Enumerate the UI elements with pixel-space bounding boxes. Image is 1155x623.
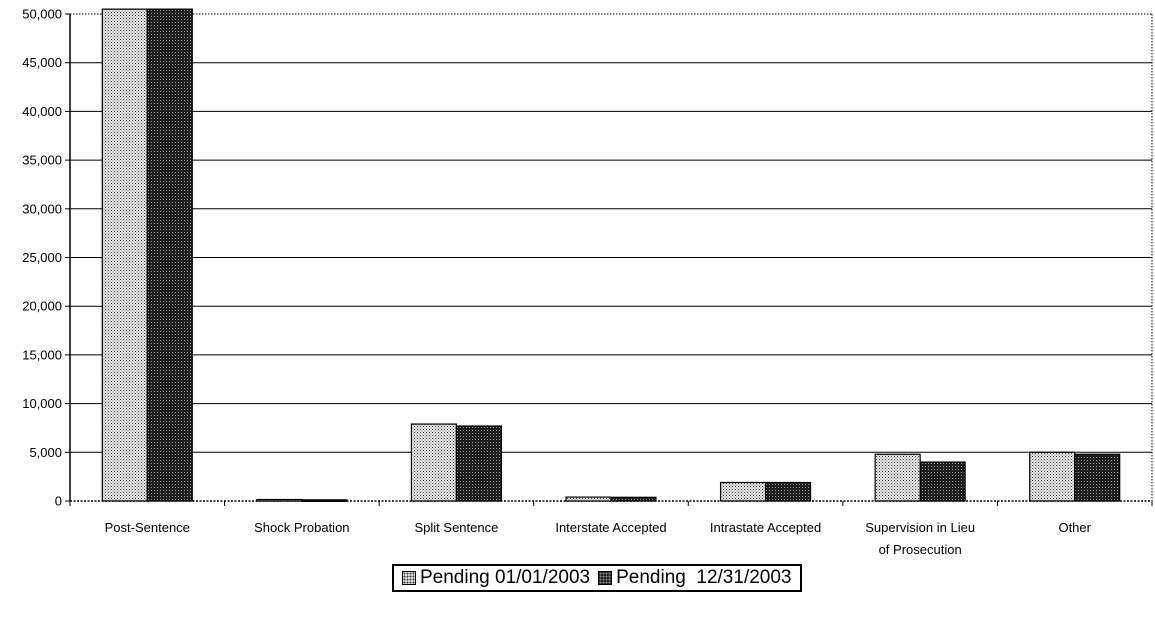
- legend-item-series-2: Pending 12/31/2003: [598, 567, 792, 589]
- legend-label-series-1: Pending 01/01/2003: [420, 567, 591, 588]
- y-tick-label: 45,000: [22, 55, 62, 70]
- bar-series-2: [146, 8, 193, 502]
- x-tick-label: Split Sentence: [415, 520, 499, 535]
- bar-series-2: [764, 481, 812, 502]
- bar-series-1: [410, 423, 458, 502]
- bar-series-2: [610, 496, 657, 502]
- bar-series-1: [874, 453, 921, 502]
- bar-series-2: [1074, 453, 1121, 502]
- y-tick-label: 40,000: [22, 104, 62, 119]
- bar-series-2: [455, 425, 503, 502]
- y-tick-label: 10,000: [22, 396, 62, 411]
- bar-series-2: [301, 499, 348, 502]
- x-tick-label: Intrastate Accepted: [710, 520, 821, 535]
- bar-series-1: [719, 481, 767, 502]
- legend-label-series-2: Pending 12/31/2003: [616, 567, 792, 588]
- y-tick-label: 30,000: [22, 201, 62, 216]
- x-tick-label: Supervision in Lieu: [865, 520, 975, 535]
- x-tick-label: Shock Probation: [254, 520, 349, 535]
- bar-series-2: [919, 461, 966, 502]
- bar-series-1: [565, 496, 612, 502]
- y-tick-label: 50,000: [22, 7, 62, 22]
- legend-swatch-series-1: [402, 571, 416, 585]
- bar-series-1: [256, 498, 303, 502]
- y-tick-label: 0: [55, 494, 62, 509]
- y-tick-label: 35,000: [22, 153, 62, 168]
- legend-swatch-series-2: [598, 571, 613, 585]
- y-tick-label: 15,000: [22, 347, 62, 362]
- x-tick-label: Post-Sentence: [105, 520, 190, 535]
- plot-area: 0 5,000 10,000 15,000 20,000 25,000 30,000 35,0…: [22, 7, 1153, 557]
- y-tick-label: 5,000: [29, 445, 62, 460]
- bar-series-1: [1029, 451, 1076, 502]
- x-tick-label: Other: [1058, 520, 1091, 535]
- y-tick-label: 20,000: [22, 299, 62, 314]
- x-tick-label: of Prosecution: [879, 542, 962, 557]
- x-tick-label: Interstate Accepted: [555, 520, 666, 535]
- y-tick-label: 25,000: [22, 250, 62, 265]
- bar-series-1: [101, 8, 148, 502]
- legend-item-series-1: Pending 01/01/2003: [402, 567, 590, 589]
- legend: Pending 01/01/2003 Pending 12/31/2003: [392, 564, 802, 592]
